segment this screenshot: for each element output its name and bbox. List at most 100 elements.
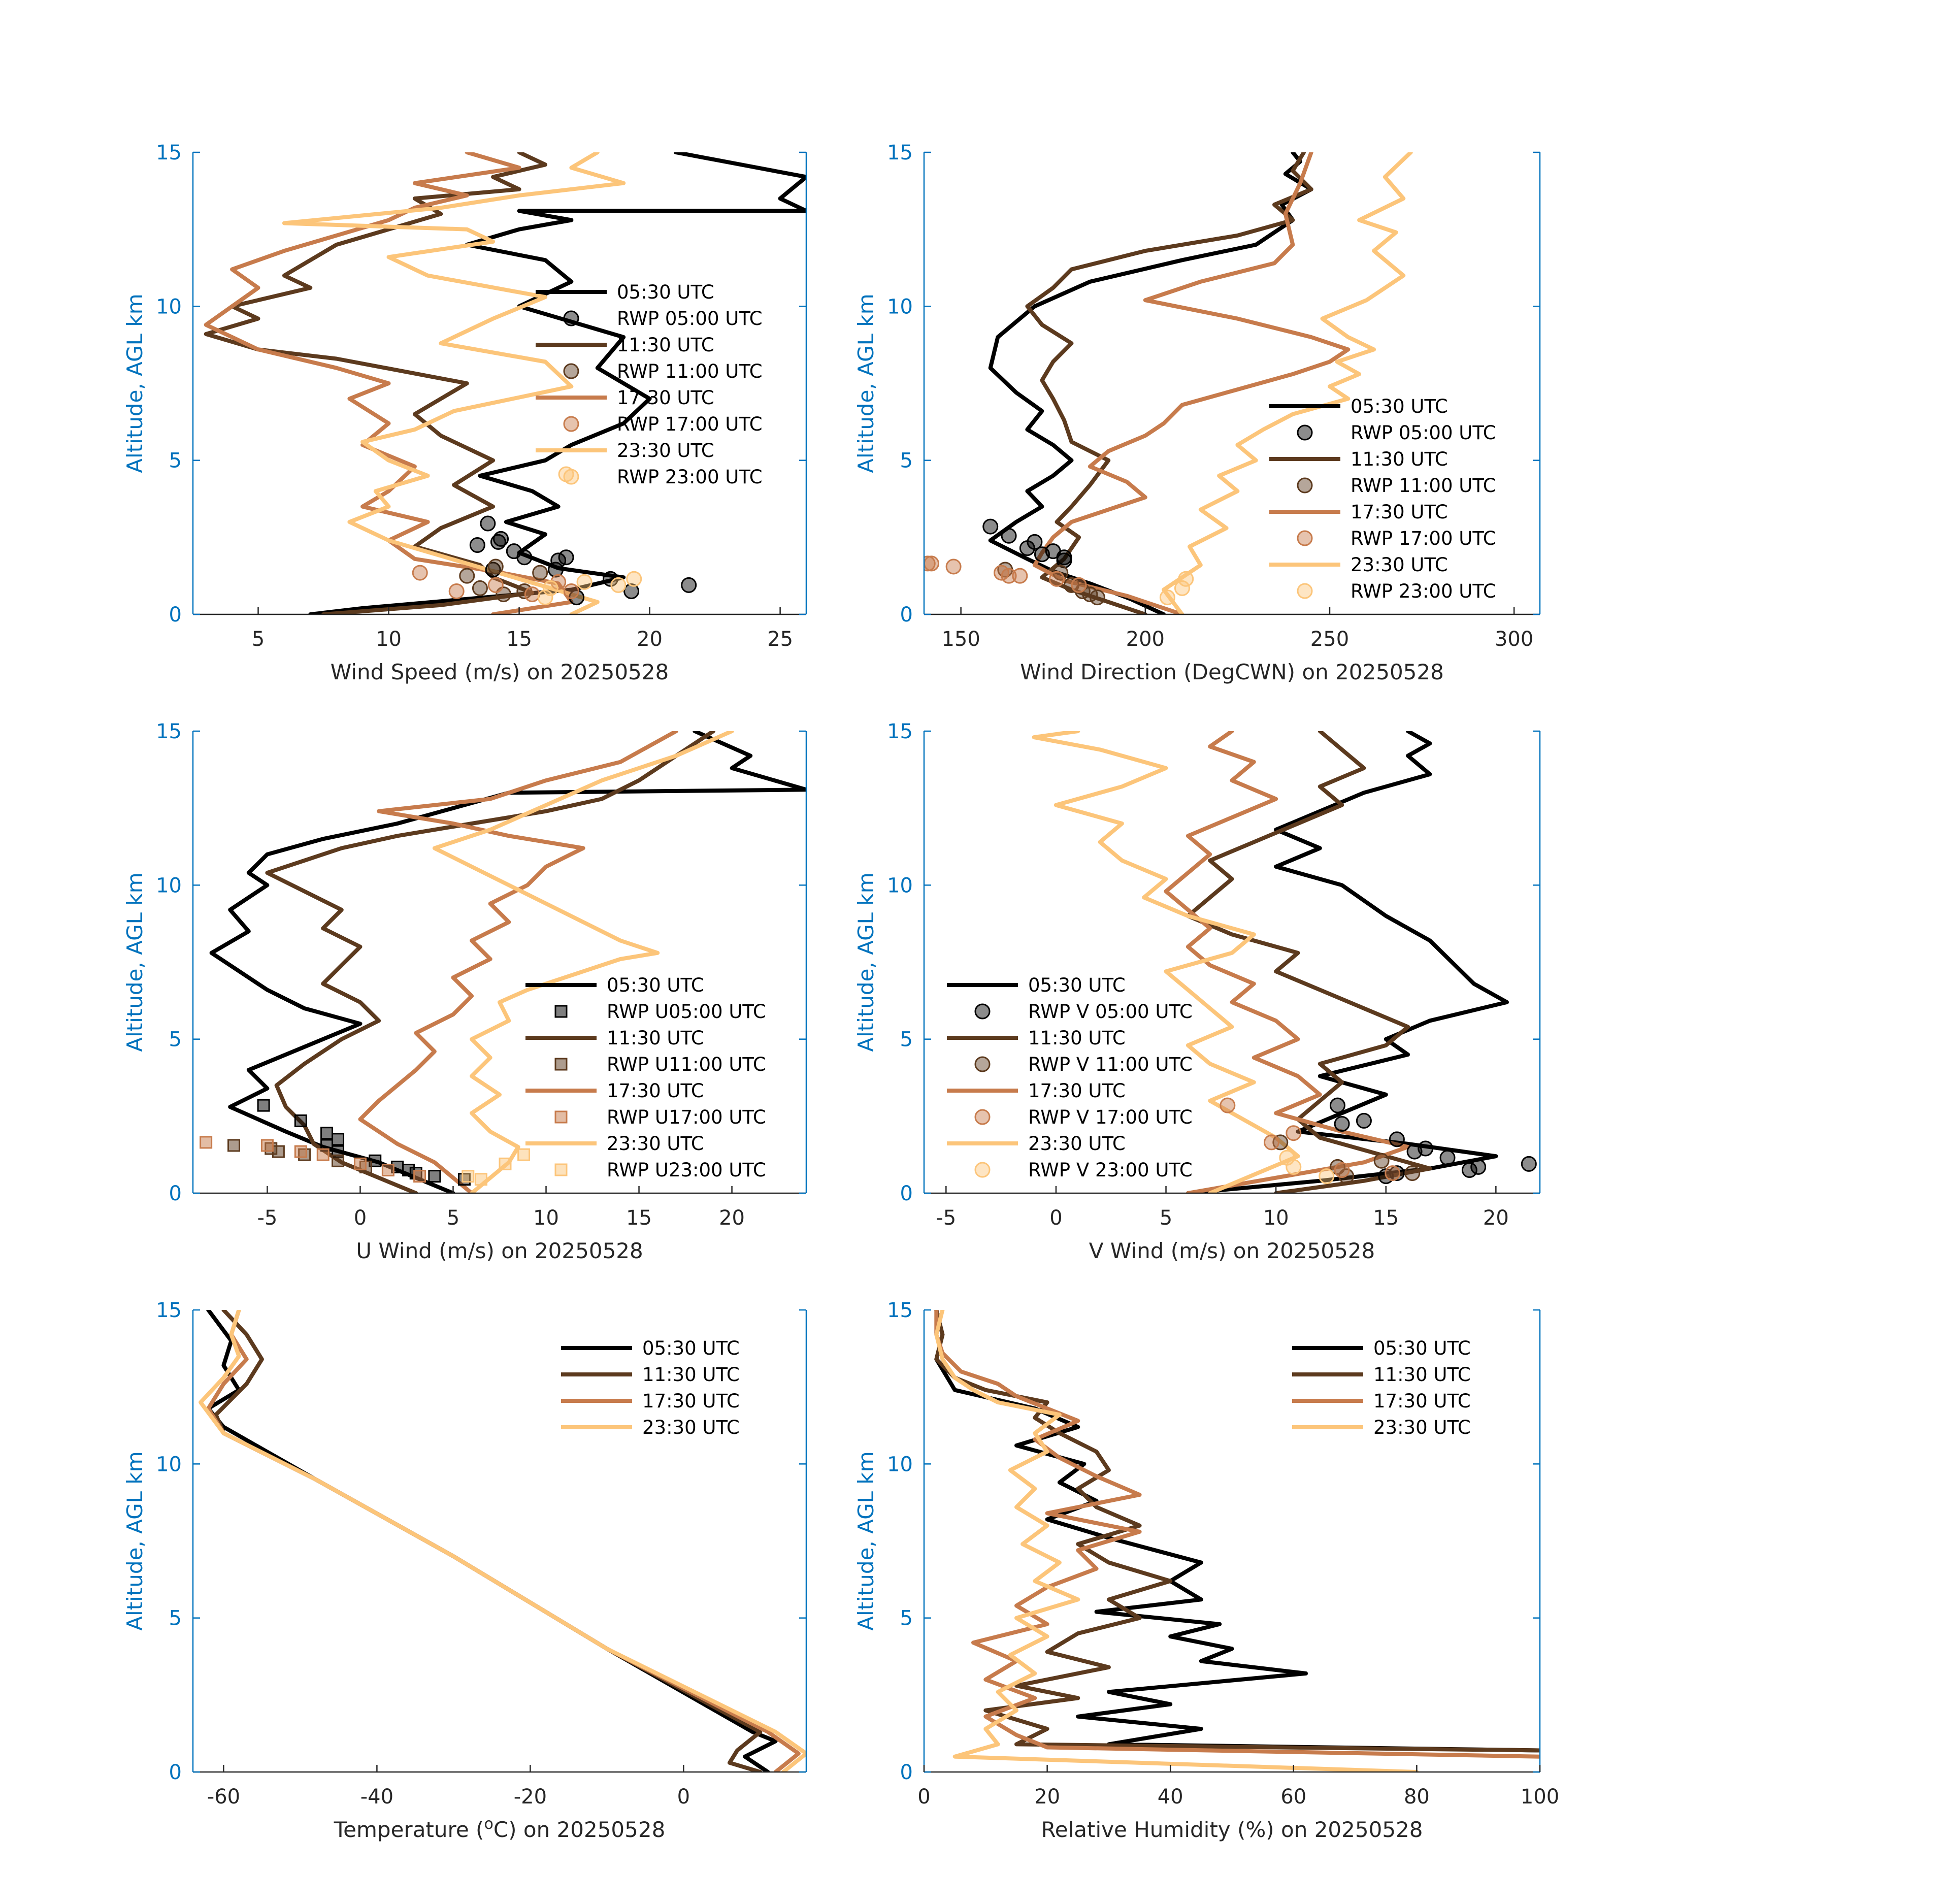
legend-label: 11:30 UTC	[607, 1027, 704, 1049]
legend-label: 17:30 UTC	[607, 1080, 704, 1102]
legend-entry: 05:30 UTC	[1292, 1337, 1471, 1359]
marker-rwp-23-00-utc	[537, 589, 553, 606]
legend-entry: RWP 05:00 UTC	[563, 308, 763, 330]
marker-rwp-u05-00-utc	[257, 1099, 270, 1112]
legend-label: RWP V 05:00 UTC	[1028, 1001, 1193, 1023]
x-tick-label: 200	[1126, 628, 1165, 651]
marker-rwp-11-00-utc	[532, 565, 548, 581]
marker-rwp-u23-00-utc	[474, 1173, 487, 1186]
legend-rh: 05:30 UTC 11:30 UTC 17:30 UTC 23:30 UTC	[1292, 1337, 1471, 1438]
y-tick-label: 15	[156, 141, 182, 165]
legend-label: 11:30 UTC	[1373, 1364, 1471, 1386]
legend-circle-swatch	[974, 1056, 991, 1072]
legend-square-swatch	[554, 1163, 568, 1176]
x-tick-label: 0	[1049, 1206, 1062, 1230]
marker-rwp-05-00-utc	[1034, 546, 1050, 563]
series-line-17-30-utc	[204, 152, 574, 614]
chart-uwind: 0 5 10 15 -5 0 5 10 15 20 U Wind (m/s) on 20250528…	[122, 720, 807, 1263]
legend-entry: 11:30 UTC	[525, 1027, 704, 1049]
legend-entry: RWP 11:00 UTC	[563, 360, 763, 382]
legend-square-swatch	[554, 1058, 568, 1071]
marker-rwp-17-00-utc	[487, 577, 504, 593]
legend-label: 23:30 UTC	[1351, 554, 1448, 576]
legend-label: 17:30 UTC	[1028, 1080, 1126, 1102]
legend-label: RWP V 11:00 UTC	[1028, 1054, 1193, 1075]
series-line-23-30-utc	[1032, 731, 1300, 1193]
marker-rwp-u05-00-utc	[294, 1114, 307, 1127]
marker-rwp-v-05-00-utc	[1389, 1131, 1405, 1147]
x-tick-label: 20	[1483, 1206, 1509, 1230]
y-axis-label: Altitude, AGL km	[122, 872, 147, 1052]
y-tick-label: 0	[169, 1761, 182, 1784]
x-tick-label: 10	[533, 1206, 559, 1230]
legend-entry: 11:30 UTC	[1292, 1364, 1471, 1386]
legend-label: 05:30 UTC	[617, 281, 714, 303]
x-tick-label: 40	[1158, 1785, 1183, 1809]
y-tick-label: 15	[156, 720, 182, 743]
legend-entry: 23:30 UTC	[1269, 554, 1448, 576]
x-tick-label: 300	[1495, 628, 1533, 651]
chart-rh: 0 5 10 15 0 20 40 60 80 100 Relative Humidity (%) …	[853, 1299, 1559, 1842]
marker-rwp-17-00-utc	[412, 565, 428, 581]
legend-circle-swatch	[563, 310, 579, 326]
marker-rwp-17-00-utc	[1012, 568, 1028, 584]
marker-rwp-23-00-utc	[1159, 589, 1175, 606]
legend-label: 05:30 UTC	[642, 1337, 740, 1359]
marker-rwp-v-11-00-utc	[1373, 1153, 1390, 1169]
legend-circle-swatch	[974, 1003, 991, 1020]
y-tick-label: 15	[887, 141, 913, 165]
x-tick-label: 20	[1034, 1785, 1060, 1809]
y-tick-label: 0	[900, 603, 913, 627]
y-tick-label: 10	[887, 874, 913, 897]
x-tick-label: 0	[677, 1785, 690, 1809]
legend-entry: RWP 23:00 UTC	[1297, 580, 1496, 602]
legend-label: 11:30 UTC	[617, 334, 714, 356]
marker-rwp-23-00-utc	[1178, 571, 1194, 587]
x-tick-label: -60	[207, 1785, 240, 1809]
marker-rwp-u23-00-utc	[499, 1157, 512, 1170]
x-tick-label: 20	[719, 1206, 745, 1230]
x-tick-label: 80	[1404, 1785, 1430, 1809]
chart-wspd: 0 5 10 15 5 10 15 20 25 Wind Speed (m/s) on 20250…	[122, 141, 807, 684]
legend-uwind: 05:30 UTC RWP U05:00 UTC 11:30 UTC RWP U11:…	[525, 974, 766, 1181]
legend-label: RWP V 23:00 UTC	[1028, 1159, 1193, 1181]
series-line-05-30-utc	[308, 152, 806, 614]
marker-rwp-11-00-utc	[472, 580, 488, 596]
chart-temp: 0 5 10 15 -60 -40 -20 0 Temperature (oC) on 2025…	[122, 1299, 807, 1842]
legend-label: 17:30 UTC	[1373, 1390, 1471, 1412]
chart-vwind: 0 5 10 15 -5 0 5 10 15 20 V Wind (m/s) on 20250528…	[853, 720, 1541, 1263]
plot-area-vwind	[1032, 731, 1537, 1193]
marker-rwp-v-05-00-utc	[1470, 1159, 1487, 1175]
marker-rwp-05-00-utc	[493, 531, 509, 547]
marker-rwp-v-17-00-utc	[1263, 1134, 1279, 1151]
legend-label: 05:30 UTC	[1028, 974, 1126, 996]
marker-rwp-17-00-utc	[563, 583, 579, 599]
marker-rwp-v-05-00-utc	[1418, 1140, 1434, 1157]
marker-rwp-23-00-utc	[576, 574, 593, 590]
x-axis-label: Wind Direction (DegCWN) on 20250528	[1020, 660, 1444, 684]
legend-label: 11:30 UTC	[642, 1364, 740, 1386]
legend-entry: 05:30 UTC	[525, 974, 704, 996]
marker-rwp-v-17-00-utc	[1220, 1097, 1236, 1113]
marker-rwp-17-00-utc	[924, 555, 940, 572]
series-line-17-30-utc	[358, 731, 678, 1193]
marker-rwp-v-05-00-utc	[1439, 1150, 1456, 1166]
legend-label: RWP 23:00 UTC	[617, 466, 763, 488]
x-tick-label: 15	[626, 1206, 652, 1230]
marker-rwp-v-05-00-utc	[1521, 1156, 1537, 1172]
x-tick-label: 5	[1160, 1206, 1172, 1230]
marker-rwp-17-00-utc	[550, 574, 567, 590]
legend-label: 23:30 UTC	[617, 440, 714, 462]
marker-rwp-05-00-utc	[558, 549, 574, 566]
y-tick-label: 15	[887, 720, 913, 743]
plot-area-wspd	[204, 152, 806, 614]
marker-rwp-05-00-utc	[602, 571, 618, 587]
marker-rwp-17-00-utc	[448, 583, 465, 599]
marker-rwp-u17-00-utc	[294, 1145, 307, 1158]
marker-rwp-05-00-utc	[550, 552, 567, 569]
legend-entry: 11:30 UTC	[1269, 448, 1448, 470]
legend-label: 11:30 UTC	[1028, 1027, 1126, 1049]
marker-rwp-v-23-00-utc	[1279, 1150, 1295, 1166]
legend-entry: RWP V 23:00 UTC	[974, 1159, 1193, 1181]
series-line-23-30-utc	[934, 1310, 1419, 1772]
